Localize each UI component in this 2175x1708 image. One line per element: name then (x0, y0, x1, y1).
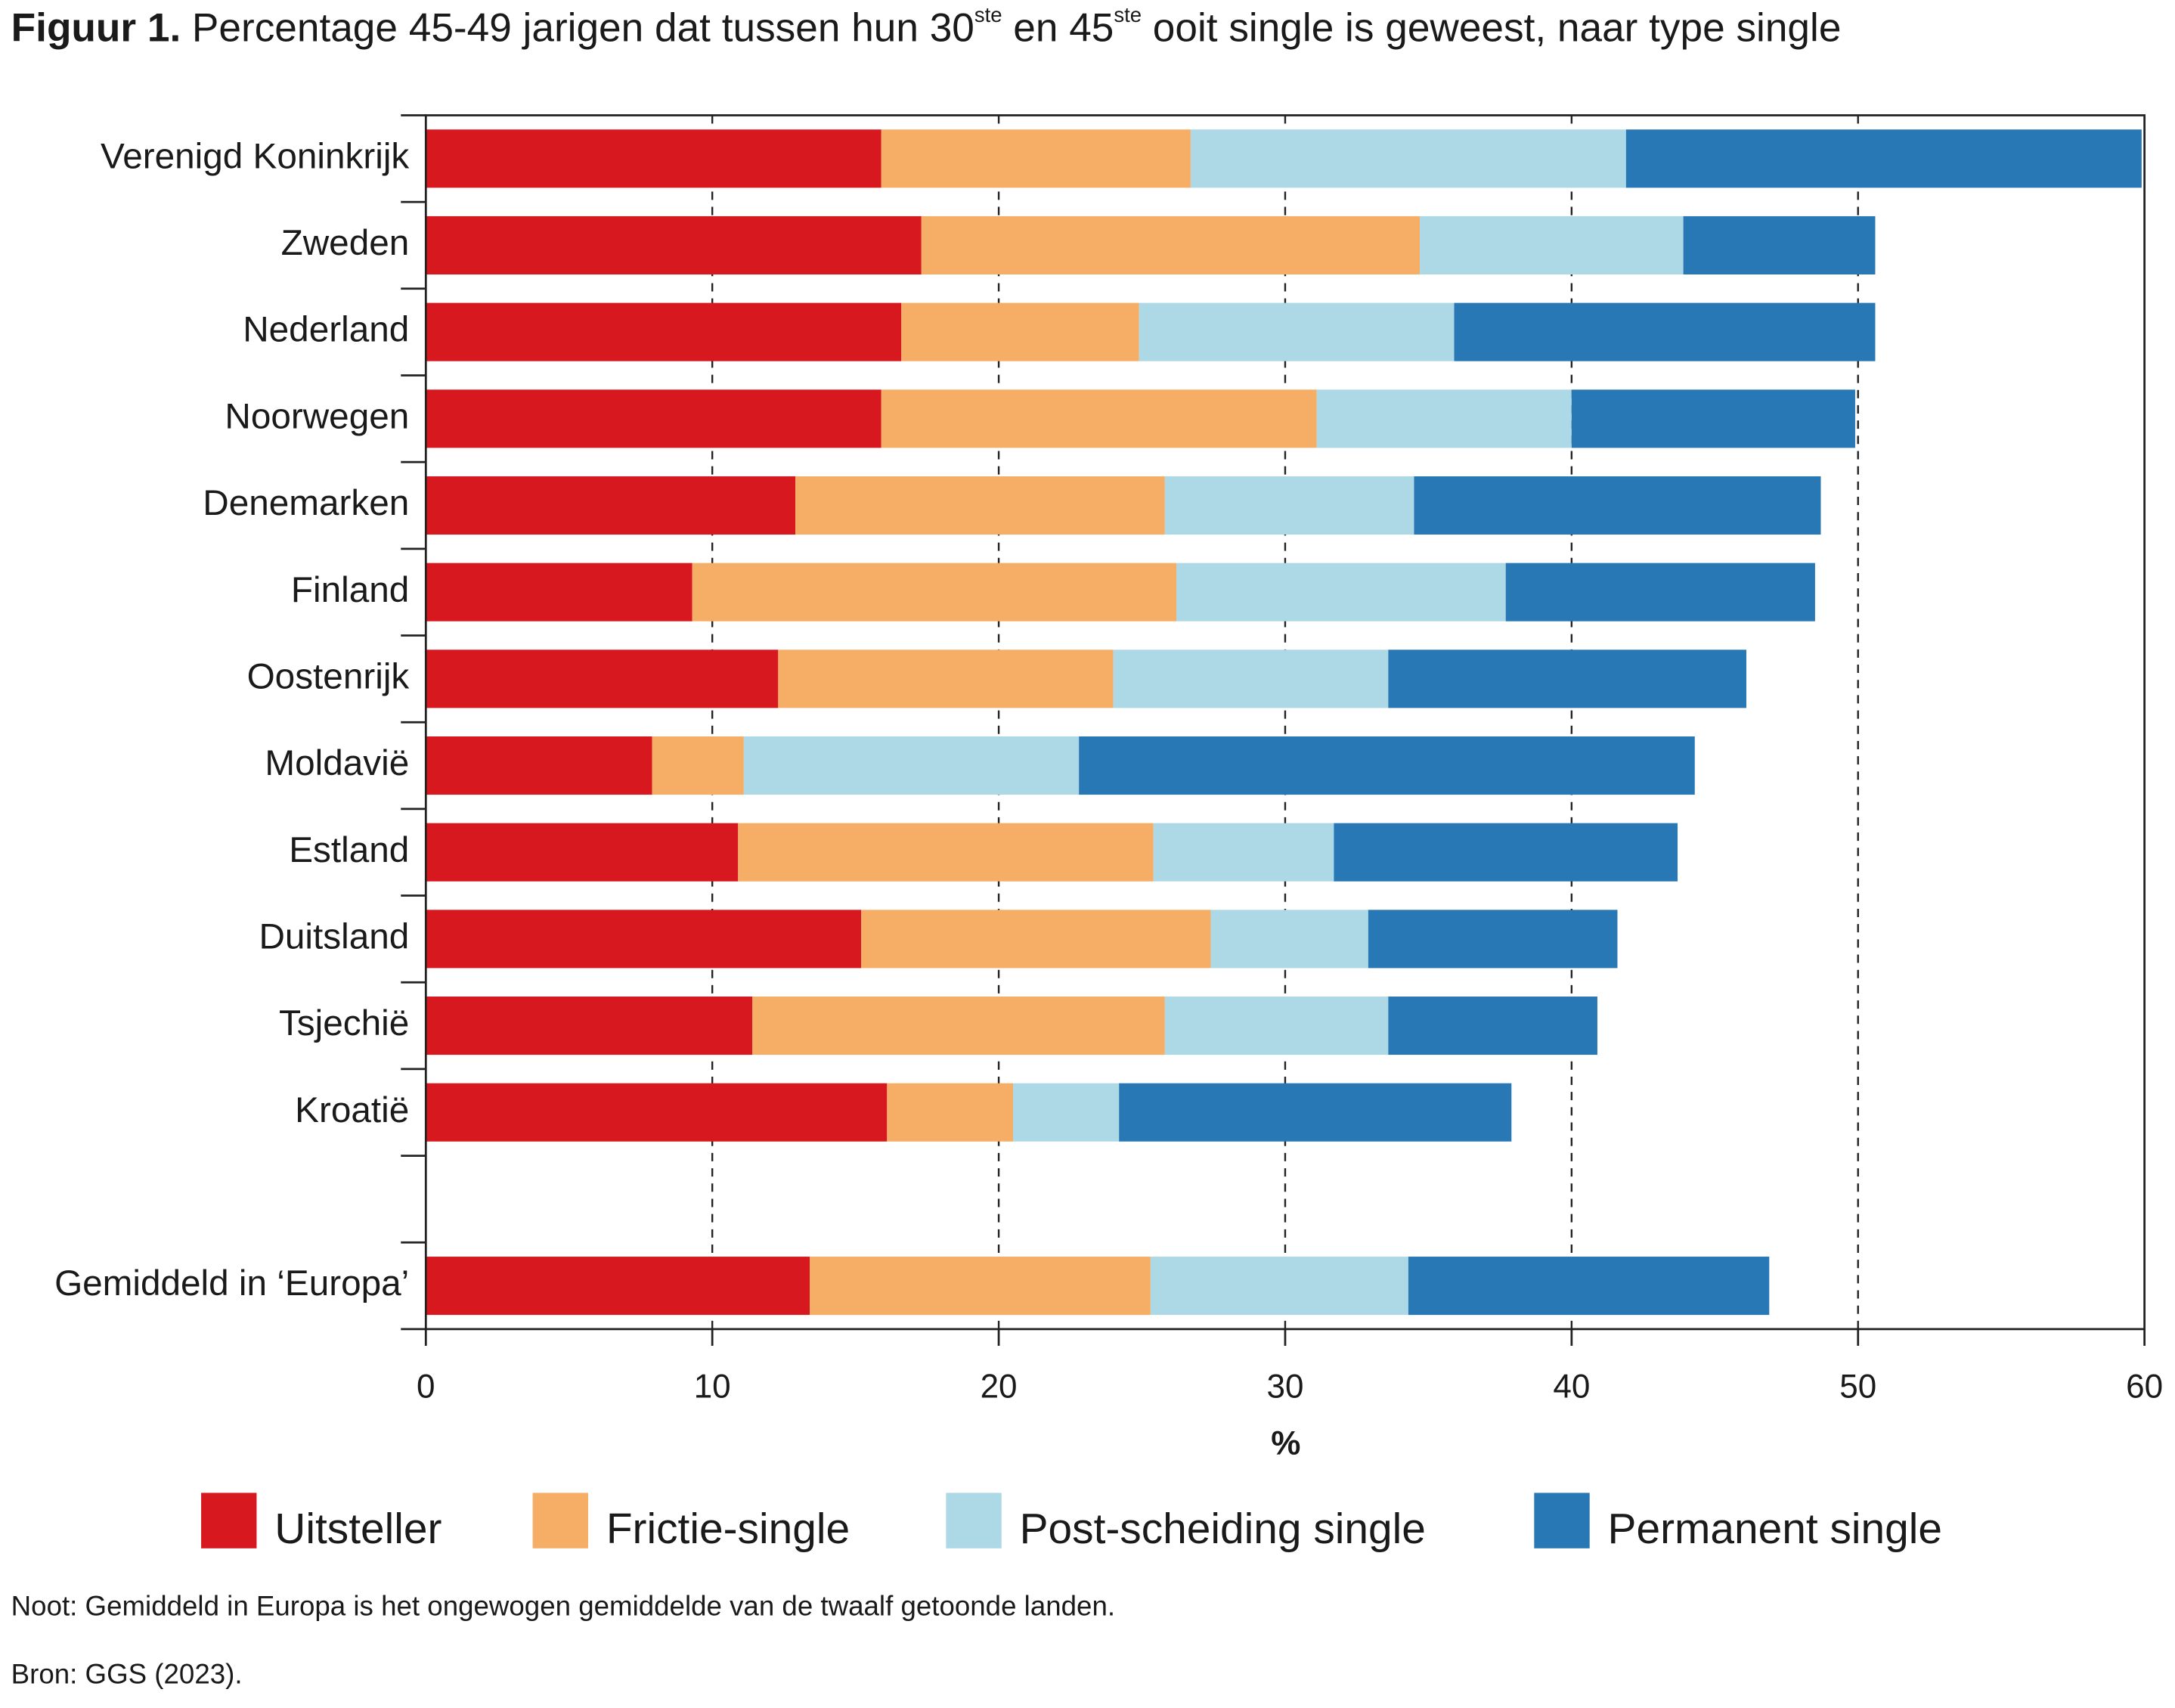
legend-swatch (1534, 1493, 1590, 1548)
bar-segment (652, 736, 744, 795)
bar-segment (426, 302, 902, 361)
y-tick-label: Estland (289, 830, 409, 870)
legend-swatch (532, 1493, 588, 1548)
bar-segment (1013, 1083, 1120, 1142)
bar-segment (881, 129, 1191, 188)
title-part: Percentage 45-49 jarigen dat tussen hun … (192, 6, 974, 51)
title-sup: ste (974, 3, 1002, 26)
legend-label: Uitsteller (274, 1505, 442, 1553)
y-tick-label: Kroatië (295, 1090, 409, 1130)
bar-segment (1079, 736, 1695, 795)
title-sup: ste (1114, 3, 1142, 26)
bar-segment (795, 476, 1165, 535)
bar-segment (1571, 389, 1855, 448)
note: Noot: Gemiddeld in Europa is het ongewog… (11, 1590, 1115, 1621)
x-tick-label: 50 (1839, 1368, 1876, 1405)
bar-segment (778, 649, 1114, 708)
x-tick-label: 60 (2126, 1368, 2163, 1405)
bar-segment (881, 389, 1317, 448)
bar-segment (1368, 910, 1618, 969)
legend-label: Post-scheiding single (1020, 1505, 1426, 1553)
bar-segment (426, 389, 881, 448)
bar-segment (1210, 910, 1368, 969)
bar-segment (1420, 215, 1684, 275)
y-tick-label: Duitsland (259, 916, 409, 956)
y-tick-label: Verenigd Koninkrijk (101, 136, 409, 176)
bar-segment (426, 910, 862, 969)
legend-label: Frictie-single (606, 1505, 850, 1553)
bar-segment (1388, 997, 1597, 1055)
bar-segment (1176, 563, 1506, 622)
title-part: en 45 (1013, 6, 1114, 51)
bar-segment (1164, 476, 1414, 535)
bar-segment (1388, 649, 1746, 708)
bar-segment (426, 649, 779, 708)
y-tick-label: Tsjechië (279, 1003, 409, 1043)
x-tick-label: 10 (694, 1368, 731, 1405)
y-tick-label: Finland (291, 570, 409, 610)
bar-segment (1414, 476, 1821, 535)
y-tick-label: Gemiddeld in ‘Europa’ (54, 1263, 409, 1303)
x-axis-label: % (1271, 1425, 1300, 1462)
bar-segment (1454, 302, 1876, 361)
bar-segment (861, 910, 1211, 969)
x-tick-label: 0 (417, 1368, 435, 1405)
bar-segment (810, 1257, 1151, 1316)
chart-title: Figuur 1. Percentage 45-49 jarigen dat tu… (11, 3, 1842, 50)
bar-segment (738, 823, 1154, 882)
bar-segment (1625, 129, 2142, 188)
y-tick-label: Zweden (281, 223, 410, 263)
bar-segment (1408, 1257, 1770, 1316)
bar-segment (887, 1083, 1014, 1142)
bar-segment (1164, 997, 1389, 1055)
bar-segment (426, 1257, 810, 1316)
bar-segment (426, 997, 753, 1055)
bar-segment (1139, 302, 1455, 361)
legend-swatch (201, 1493, 257, 1548)
x-tick-label: 20 (981, 1368, 1018, 1405)
bar-segment (426, 476, 796, 535)
bar-segment (426, 823, 739, 882)
bar-segment (921, 215, 1421, 275)
bar-segment (1190, 129, 1626, 188)
bar-segment (752, 997, 1165, 1055)
bar-segment (1150, 1257, 1408, 1316)
bar-segment (1505, 563, 1815, 622)
bar-segment (692, 563, 1176, 622)
bar-segment (1334, 823, 1678, 882)
bar-segment (426, 215, 922, 275)
bar-segment (426, 736, 652, 795)
y-tick-label: Noorwegen (225, 396, 409, 436)
x-tick-label: 40 (1553, 1368, 1590, 1405)
y-tick-label: Oostenrijk (247, 656, 410, 696)
title-part: ooit single is geweest, naar type single (1153, 6, 1842, 51)
bar-segment (1316, 389, 1572, 448)
y-tick-label: Moldavië (265, 743, 409, 783)
bar-segment (1119, 1083, 1512, 1142)
legend-label: Permanent single (1608, 1505, 1942, 1553)
bar-segment (901, 302, 1139, 361)
x-tick-label: 30 (1266, 1368, 1303, 1405)
title-label: Figuur 1. (11, 6, 181, 51)
y-tick-label: Denemarken (203, 483, 409, 523)
source: Bron: GGS (2023). (11, 1658, 243, 1689)
bar-segment (426, 1083, 888, 1142)
bar-segment (1153, 823, 1334, 882)
plot-frame (424, 114, 2146, 1331)
legend-swatch (946, 1493, 1002, 1548)
bar-segment (1113, 649, 1389, 708)
bar-segment (426, 563, 692, 622)
bar-segment (743, 736, 1080, 795)
bar-segment (426, 129, 881, 188)
y-tick-label: Nederland (243, 310, 409, 350)
bar-segment (1683, 215, 1876, 275)
